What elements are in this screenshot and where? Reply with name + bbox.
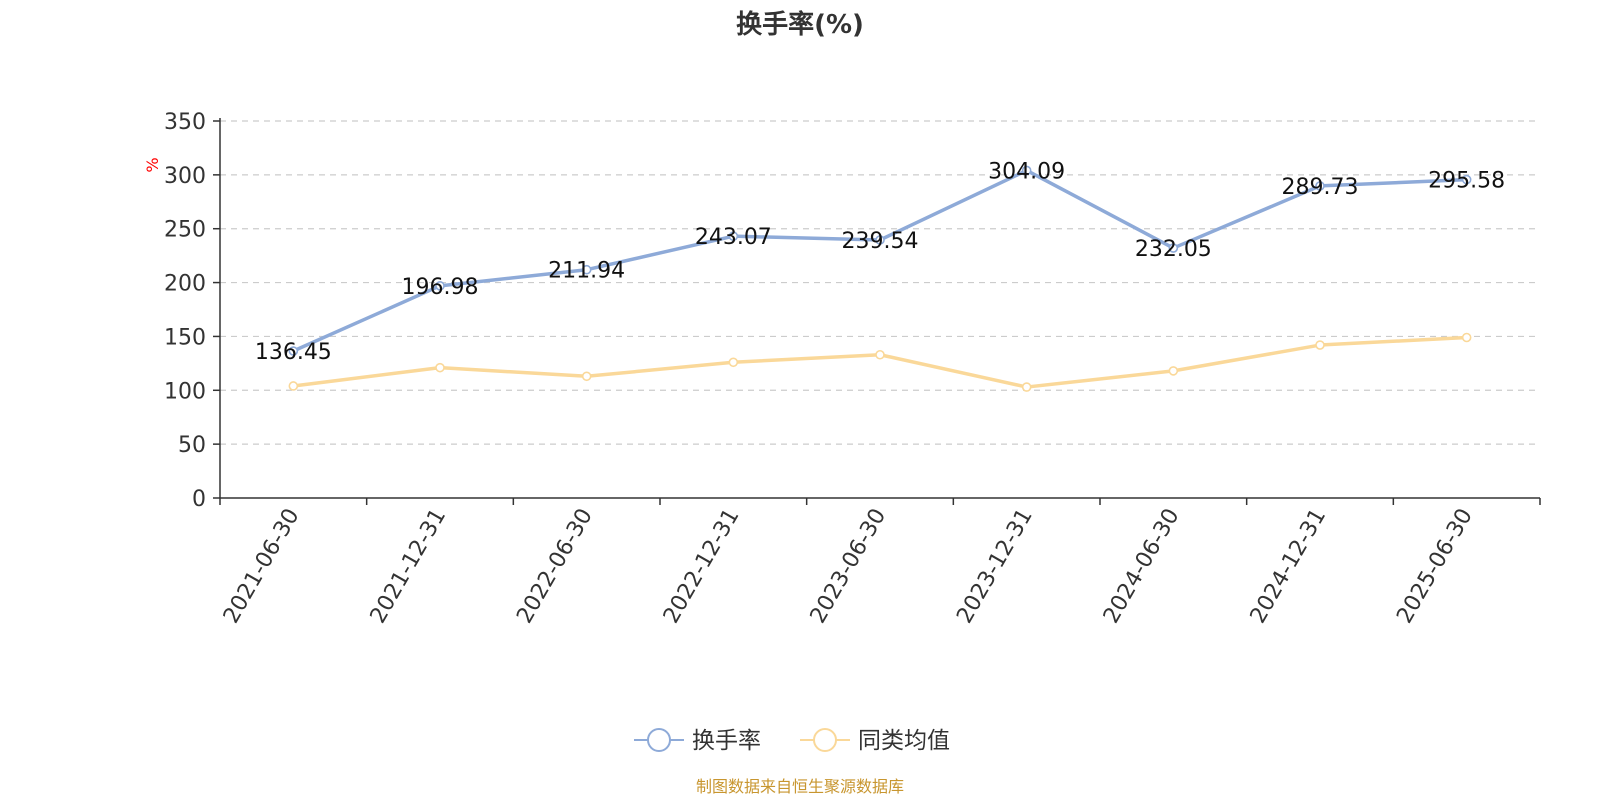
y-tick-label: 250 xyxy=(164,218,206,243)
data-labels: 136.45 196.98 211.94 243.07 239.54 304.09 232.… xyxy=(255,159,1505,365)
x-tick-label: 2025-06-30 xyxy=(1392,505,1478,628)
data-point xyxy=(1021,382,1032,392)
data-point xyxy=(1315,340,1325,350)
legend-circle-icon xyxy=(647,728,671,752)
data-label: 232.05 xyxy=(1135,237,1212,262)
legend-label: 同类均值 xyxy=(858,728,950,754)
y-tick-label: 300 xyxy=(164,164,206,189)
data-point xyxy=(581,371,592,382)
y-tick-label: 100 xyxy=(164,379,206,404)
y-tick-label: 150 xyxy=(164,325,206,350)
data-label: 243.07 xyxy=(695,225,772,250)
data-source-note: 制图数据来自恒生聚源数据库 xyxy=(696,777,904,796)
y-tick-label: 350 xyxy=(164,110,206,135)
data-label: 304.09 xyxy=(988,159,1065,184)
data-point xyxy=(875,349,885,360)
data-label: 211.94 xyxy=(548,259,625,284)
legend-item[interactable]: 同类均值 xyxy=(800,728,950,754)
data-label: 239.54 xyxy=(842,229,919,254)
data-label: 136.45 xyxy=(255,340,332,365)
y-tick-label: 50 xyxy=(178,433,206,458)
data-point xyxy=(1168,243,1179,253)
data-point xyxy=(1461,332,1472,343)
legend[interactable]: 换手率 同类均值 xyxy=(634,728,950,754)
data-point xyxy=(435,281,445,291)
x-tick-label: 2021-12-31 xyxy=(366,505,452,628)
data-point xyxy=(581,264,592,275)
data-point xyxy=(288,381,299,391)
series-lines xyxy=(288,165,1472,392)
legend-item[interactable]: 换手率 xyxy=(634,728,761,754)
x-tick-label: 2024-06-30 xyxy=(1099,505,1185,628)
x-tick-label: 2022-06-30 xyxy=(512,505,598,628)
legend-circle-icon xyxy=(813,728,837,752)
x-tick-label: 2021-06-30 xyxy=(219,505,305,628)
data-label: 289.73 xyxy=(1282,175,1359,200)
y-tick-label: 200 xyxy=(164,272,206,297)
data-point xyxy=(875,235,885,245)
chart-title: 换手率(%) xyxy=(736,9,864,40)
data-point xyxy=(435,362,445,373)
x-tick-label: 2024-12-31 xyxy=(1246,505,1332,628)
x-tick-label: 2023-06-30 xyxy=(806,505,892,628)
data-point xyxy=(1315,181,1325,191)
data-point xyxy=(1461,174,1472,185)
data-point xyxy=(728,357,739,368)
series-line xyxy=(291,335,1469,389)
y-tick-label: 0 xyxy=(192,487,206,512)
data-label: 295.58 xyxy=(1428,169,1505,194)
data-label: 196.98 xyxy=(402,275,479,300)
x-tick-label: 2022-12-31 xyxy=(659,505,745,628)
y-axis-unit-label: % xyxy=(143,157,162,172)
legend-label: 换手率 xyxy=(692,728,761,754)
data-point xyxy=(728,231,739,241)
data-point xyxy=(288,346,299,356)
x-tick-label: 2023-12-31 xyxy=(952,505,1038,628)
data-point xyxy=(1021,165,1032,176)
data-point xyxy=(1168,366,1179,376)
